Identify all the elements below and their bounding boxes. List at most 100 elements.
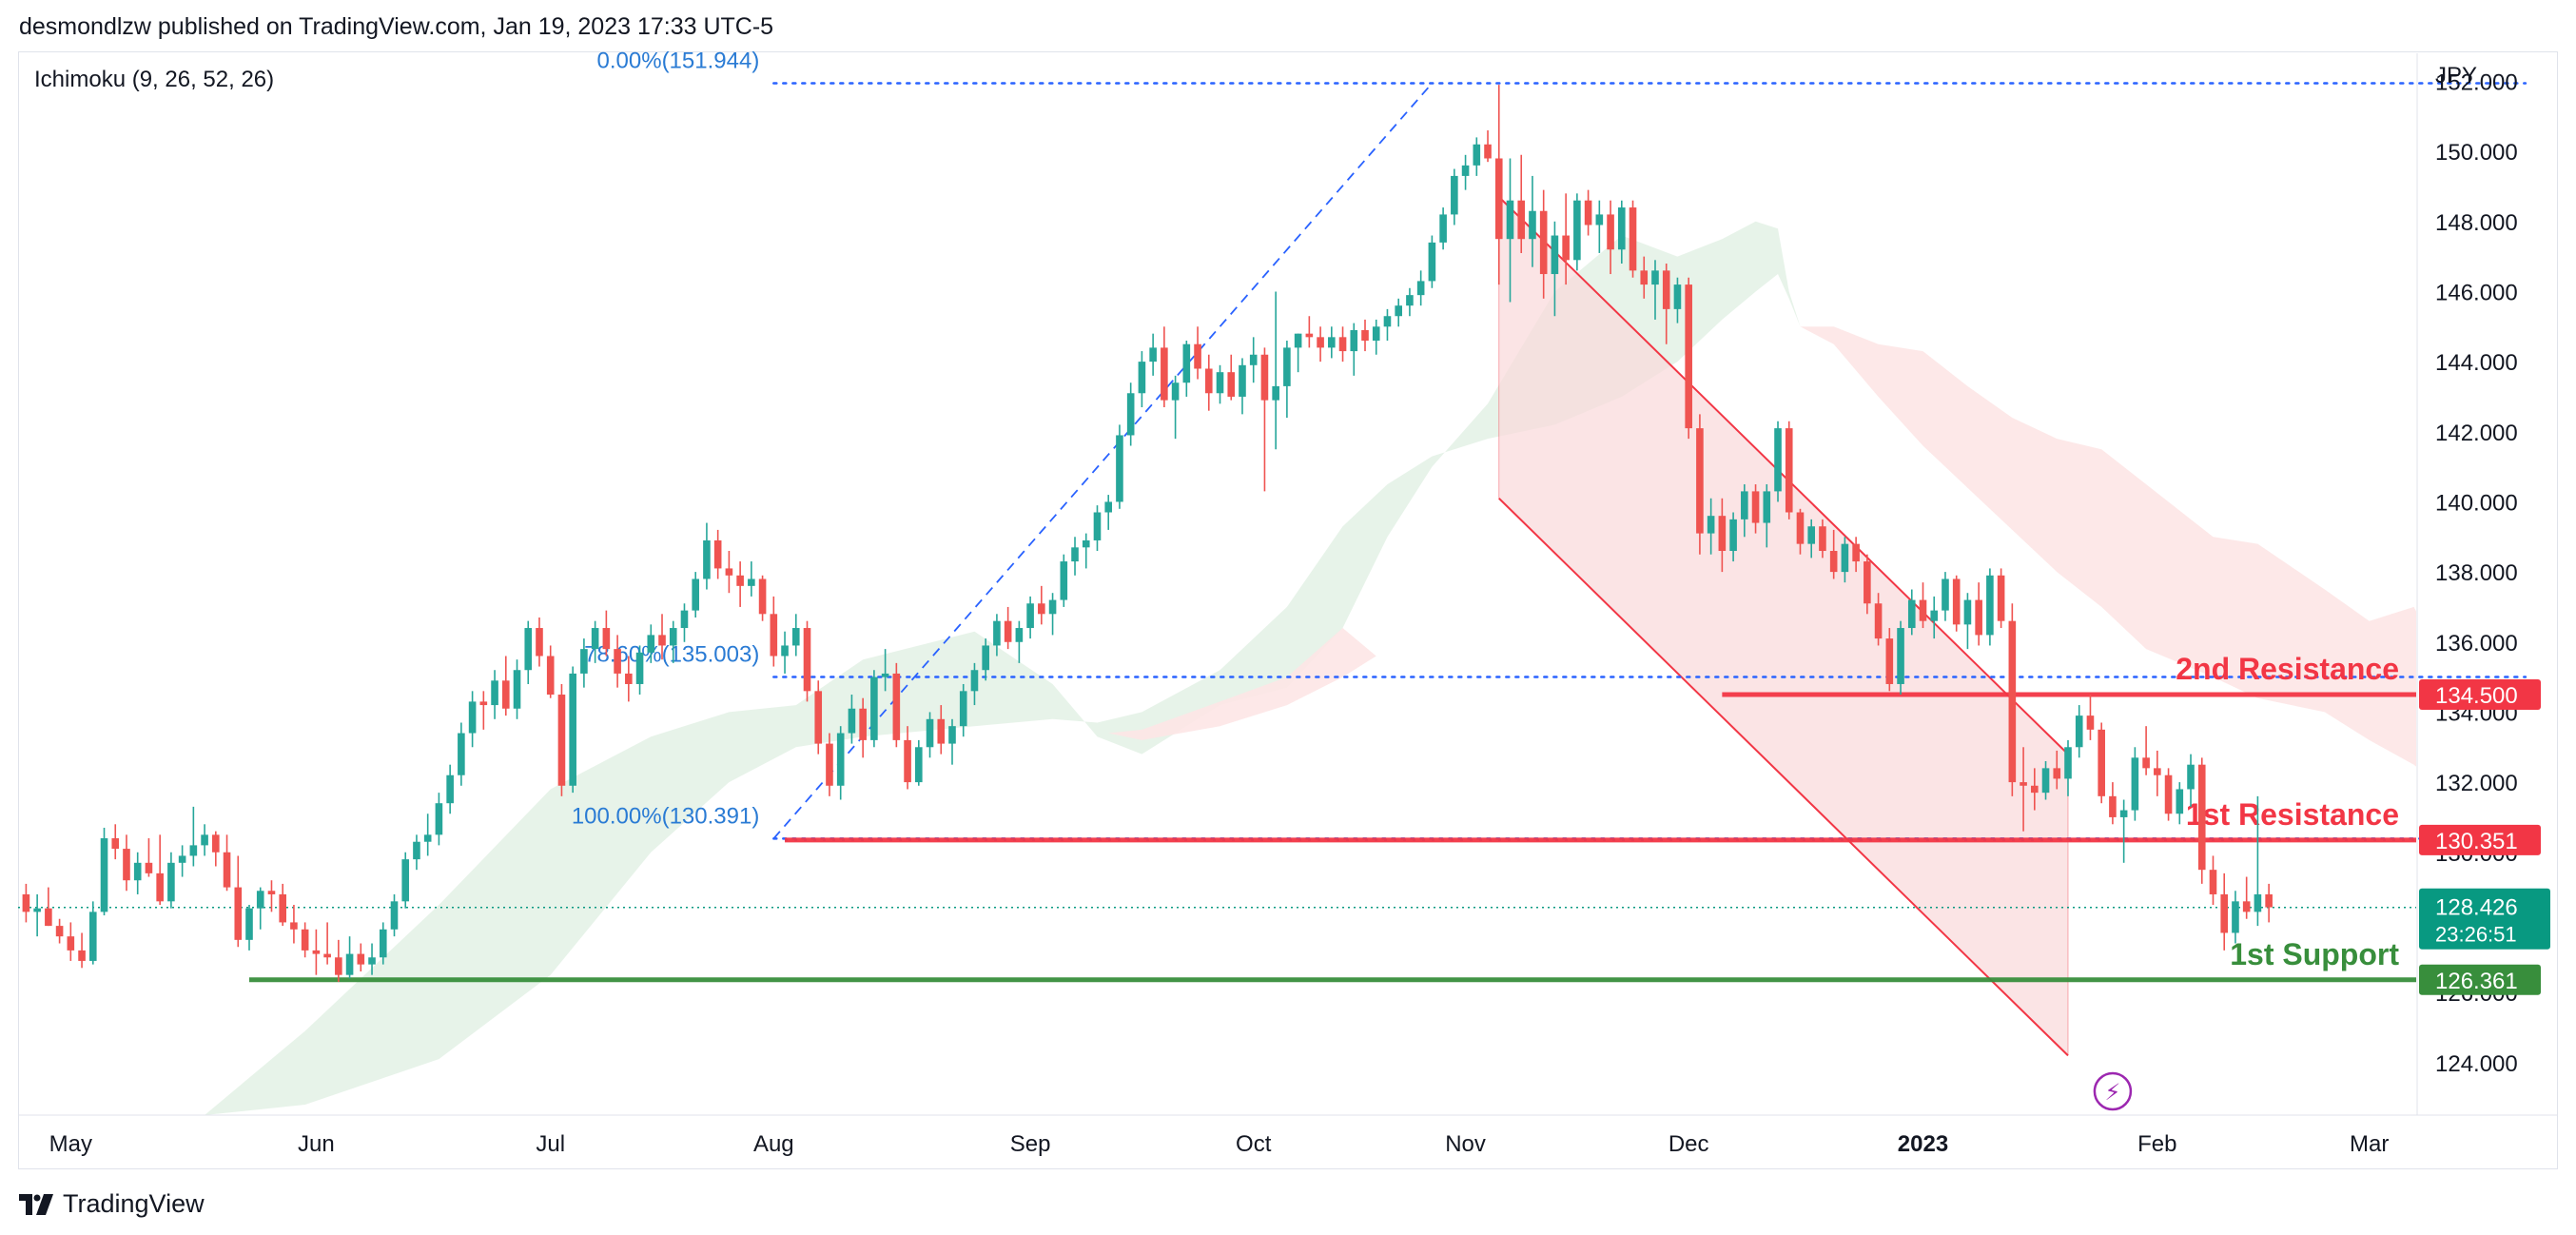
- candle-body[interactable]: [1919, 599, 1927, 621]
- candle-body[interactable]: [1104, 501, 1113, 513]
- candle-body[interactable]: [1741, 491, 1748, 519]
- price-axis[interactable]: 124.000126.000128.000130.000132.000134.0…: [2416, 53, 2550, 1115]
- candle-body[interactable]: [1484, 144, 1492, 159]
- candle-body[interactable]: [335, 957, 342, 975]
- candle-body[interactable]: [323, 953, 331, 958]
- candle-body[interactable]: [1149, 347, 1157, 363]
- candle-body[interactable]: [781, 645, 789, 657]
- candle-body[interactable]: [167, 862, 175, 902]
- candle-body[interactable]: [479, 701, 488, 706]
- candle-body[interactable]: [435, 803, 443, 835]
- candle-body[interactable]: [1060, 561, 1068, 600]
- candle-body[interactable]: [848, 708, 856, 734]
- candle-body[interactable]: [1093, 512, 1102, 540]
- candle-body[interactable]: [2086, 716, 2095, 730]
- candle-body[interactable]: [647, 635, 655, 653]
- candle-body[interactable]: [501, 680, 510, 709]
- candle-body[interactable]: [1395, 305, 1402, 317]
- candle-body[interactable]: [1506, 200, 1514, 240]
- candle-body[interactable]: [78, 950, 86, 961]
- candle-body[interactable]: [1494, 158, 1503, 240]
- candle-body[interactable]: [290, 922, 298, 930]
- candle-body[interactable]: [1640, 270, 1649, 285]
- candle-body[interactable]: [1595, 214, 1604, 225]
- candle-body[interactable]: [1785, 428, 1793, 513]
- candle-body[interactable]: [1841, 543, 1849, 573]
- candle-body[interactable]: [2197, 764, 2206, 871]
- candle-body[interactable]: [201, 834, 208, 846]
- candle-body[interactable]: [368, 957, 376, 965]
- candle-body[interactable]: [614, 649, 621, 674]
- candle-body[interactable]: [2154, 768, 2161, 775]
- candle-body[interactable]: [1194, 343, 1201, 369]
- candle-body[interactable]: [256, 891, 264, 909]
- channel-upper-line[interactable]: [1498, 196, 2069, 755]
- candle-body[interactable]: [189, 845, 198, 856]
- candle-body[interactable]: [859, 708, 867, 740]
- candle-body[interactable]: [1696, 428, 1704, 534]
- candle-body[interactable]: [1171, 382, 1180, 401]
- candle-body[interactable]: [970, 670, 979, 692]
- candle-body[interactable]: [703, 539, 711, 579]
- indicator-label[interactable]: Ichimoku (9, 26, 52, 26): [34, 67, 275, 92]
- candle-body[interactable]: [390, 901, 399, 930]
- candle-body[interactable]: [401, 859, 410, 902]
- candle-body[interactable]: [1517, 200, 1526, 240]
- candle-body[interactable]: [1182, 343, 1191, 383]
- candle-body[interactable]: [1562, 235, 1570, 261]
- fib-trend-line[interactable]: [772, 82, 1434, 839]
- candle-body[interactable]: [546, 656, 555, 696]
- candle-body[interactable]: [1260, 354, 1269, 401]
- candle-body[interactable]: [212, 834, 220, 853]
- candle-body[interactable]: [948, 726, 956, 744]
- candle-body[interactable]: [2131, 757, 2139, 811]
- channel-lower-line[interactable]: [1498, 498, 2069, 1057]
- candle-body[interactable]: [2164, 774, 2173, 814]
- candle-body[interactable]: [2187, 764, 2195, 790]
- candle-body[interactable]: [123, 849, 130, 881]
- candle-body[interactable]: [1116, 435, 1123, 502]
- candle-body[interactable]: [423, 834, 432, 842]
- candle-body[interactable]: [223, 852, 231, 888]
- candle-body[interactable]: [1617, 207, 1626, 250]
- candle-body[interactable]: [2176, 789, 2184, 814]
- candle-body[interactable]: [1607, 214, 1614, 250]
- candle-body[interactable]: [1796, 512, 1805, 544]
- candle-body[interactable]: [1015, 628, 1024, 642]
- candle-body[interactable]: [1751, 491, 1760, 523]
- candle-body[interactable]: [2041, 768, 2050, 794]
- candle-body[interactable]: [1539, 210, 1548, 275]
- candle-body[interactable]: [1004, 620, 1012, 642]
- candle-body[interactable]: [413, 841, 420, 860]
- candle-body[interactable]: [1685, 284, 1692, 429]
- candle-body[interactable]: [1975, 599, 1982, 636]
- level-price-badge[interactable]: [2419, 679, 2541, 711]
- candle-body[interactable]: [345, 953, 354, 975]
- candle-body[interactable]: [33, 908, 41, 912]
- candle-body[interactable]: [1774, 428, 1782, 492]
- candle-body[interactable]: [1707, 516, 1715, 534]
- candle-body[interactable]: [1416, 281, 1425, 296]
- candle-body[interactable]: [1216, 372, 1224, 394]
- candle-body[interactable]: [1907, 599, 1916, 629]
- candle-body[interactable]: [491, 680, 498, 706]
- candle-body[interactable]: [312, 950, 321, 954]
- candle-body[interactable]: [1551, 235, 1559, 275]
- candle-body[interactable]: [826, 743, 833, 786]
- candle-body[interactable]: [591, 628, 599, 650]
- candle-body[interactable]: [1829, 551, 1838, 573]
- candle-body[interactable]: [379, 929, 387, 958]
- candle-body[interactable]: [2220, 893, 2229, 933]
- candle-body[interactable]: [22, 893, 30, 912]
- candle-body[interactable]: [658, 635, 666, 646]
- candle-body[interactable]: [625, 673, 633, 684]
- candle-body[interactable]: [1138, 362, 1146, 394]
- candle-body[interactable]: [1451, 175, 1458, 215]
- candle-body[interactable]: [748, 578, 755, 586]
- candle-body[interactable]: [1662, 270, 1670, 309]
- candle-body[interactable]: [1763, 491, 1771, 523]
- candle-body[interactable]: [1930, 610, 1939, 621]
- candle-body[interactable]: [133, 862, 142, 881]
- candle-body[interactable]: [1963, 599, 1972, 625]
- candle-body[interactable]: [758, 578, 767, 615]
